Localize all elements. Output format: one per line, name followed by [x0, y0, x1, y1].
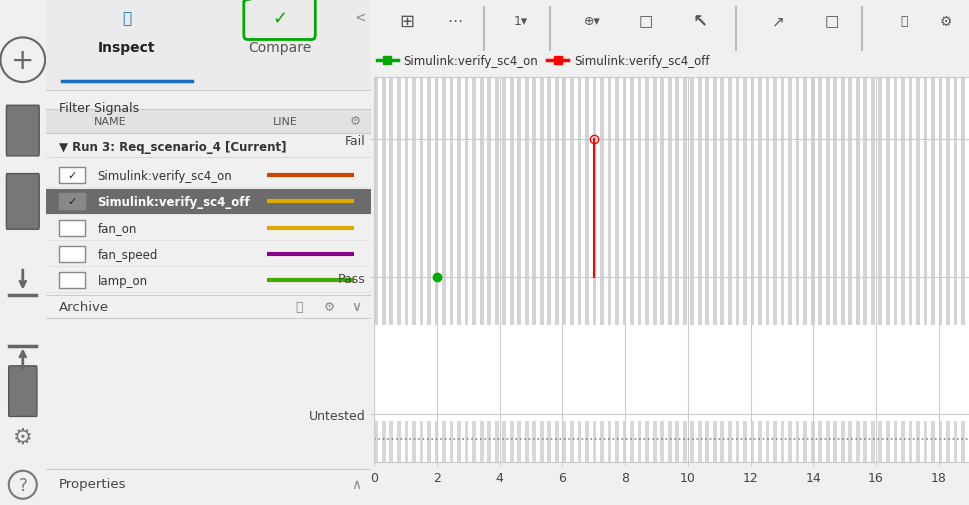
Text: Simulink:verify_sc4_off: Simulink:verify_sc4_off: [98, 195, 250, 209]
Text: 🗑: 🗑: [295, 300, 302, 313]
Text: ∧: ∧: [351, 477, 360, 491]
Bar: [46, 110, 370, 134]
Text: ⚙: ⚙: [350, 115, 361, 128]
Text: ↗: ↗: [771, 15, 784, 29]
FancyBboxPatch shape: [7, 106, 39, 157]
FancyBboxPatch shape: [7, 174, 39, 230]
Text: LINE: LINE: [273, 117, 297, 127]
Text: Properties: Properties: [58, 477, 126, 490]
Text: lamp_on: lamp_on: [98, 274, 147, 287]
Text: ⊕▾: ⊕▾: [583, 16, 600, 28]
Text: NAME: NAME: [94, 117, 127, 127]
Text: ⊞: ⊞: [398, 13, 414, 31]
Text: ✓: ✓: [67, 197, 77, 207]
Text: Inspect: Inspect: [98, 41, 155, 55]
Text: Simulink:verify_sc4_off: Simulink:verify_sc4_off: [574, 55, 709, 68]
Text: □: □: [639, 15, 653, 29]
Text: ⚙: ⚙: [13, 427, 33, 447]
Text: Archive: Archive: [58, 300, 109, 313]
Text: Compare: Compare: [248, 41, 311, 55]
Bar: [58, 168, 84, 184]
Text: ⚙: ⚙: [939, 15, 952, 29]
Bar: [46, 0, 370, 91]
Bar: [58, 220, 84, 236]
Bar: [46, 190, 370, 214]
Text: 🔍: 🔍: [122, 11, 131, 26]
Text: Simulink:verify_sc4_on: Simulink:verify_sc4_on: [98, 169, 233, 182]
Text: fan_on: fan_on: [98, 222, 137, 235]
Text: +: +: [11, 46, 35, 75]
Text: ↖: ↖: [692, 13, 707, 31]
Text: fan_speed: fan_speed: [98, 248, 158, 261]
Text: ∨: ∨: [351, 299, 360, 314]
Bar: [58, 246, 84, 263]
Text: ⚙: ⚙: [324, 300, 335, 313]
Text: ⋯: ⋯: [447, 15, 461, 29]
Text: 1▾: 1▾: [513, 16, 527, 28]
Text: ✓: ✓: [67, 171, 77, 181]
Text: Simulink:verify_sc4_on: Simulink:verify_sc4_on: [403, 55, 538, 68]
Text: ?: ?: [18, 476, 27, 494]
Bar: [58, 194, 84, 210]
Text: ✓: ✓: [271, 10, 287, 28]
Bar: [58, 273, 84, 289]
FancyBboxPatch shape: [9, 366, 37, 417]
Text: □: □: [824, 15, 838, 29]
Text: ▼ Run 3: Req_scenario_4 [Current]: ▼ Run 3: Req_scenario_4 [Current]: [58, 141, 286, 154]
Text: 📷: 📷: [899, 16, 907, 28]
Text: Filter Signals: Filter Signals: [58, 102, 139, 115]
Text: <: <: [355, 11, 366, 25]
